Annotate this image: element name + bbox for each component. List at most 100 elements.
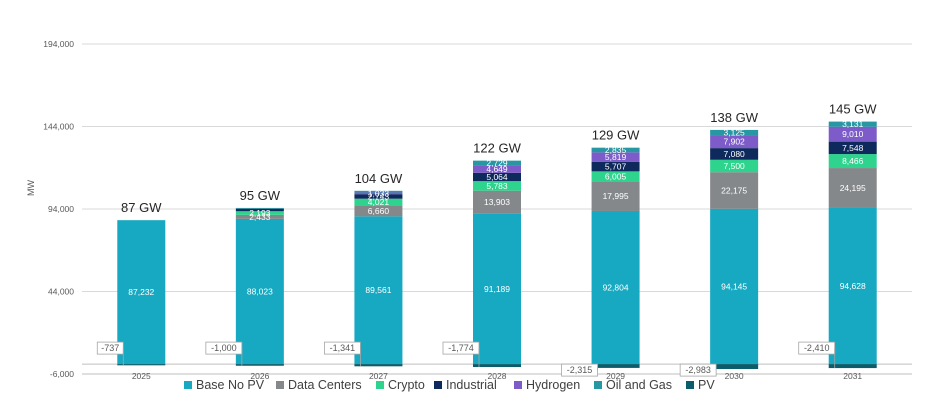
bar-segment-data-centers bbox=[828, 168, 877, 208]
segment-label: 2,193 bbox=[249, 208, 271, 218]
bar-segment-hydrogen bbox=[354, 192, 403, 195]
total-label: 95 GW bbox=[240, 188, 281, 203]
bar-segment-data-centers bbox=[591, 181, 640, 211]
segment-label: 1,033 bbox=[368, 188, 390, 198]
y-tick-label: -6,000 bbox=[50, 369, 74, 379]
legend-swatch bbox=[376, 381, 384, 389]
bar-segment-oil-and-gas bbox=[354, 190, 403, 193]
segment-label: 87,232 bbox=[128, 287, 154, 297]
segment-label: 5,064 bbox=[486, 172, 508, 182]
bars bbox=[117, 121, 877, 370]
y-tick-label: 194,000 bbox=[43, 39, 74, 49]
bar-segment-base-no-pv bbox=[591, 210, 640, 365]
segment-label: 7,902 bbox=[724, 137, 746, 147]
x-tick-label: 2030 bbox=[725, 371, 744, 381]
segment-label: 5,783 bbox=[486, 181, 508, 191]
bar-segment-hydrogen bbox=[710, 135, 759, 149]
bar-segment-hydrogen bbox=[473, 165, 521, 173]
pv-label: -1,774 bbox=[448, 343, 474, 353]
bar-segment-base-no-pv bbox=[354, 216, 403, 365]
segment-label: 88,023 bbox=[247, 286, 273, 296]
pv-label: -2,410 bbox=[804, 343, 830, 353]
total-label: 129 GW bbox=[592, 128, 640, 143]
bar-segment-pv bbox=[354, 364, 403, 367]
total-label: 122 GW bbox=[473, 141, 521, 156]
x-tick-label: 2028 bbox=[488, 371, 507, 381]
pv-label: -1,000 bbox=[211, 343, 237, 353]
segment-label: 94,145 bbox=[721, 281, 747, 291]
segment-label: 92,804 bbox=[603, 283, 629, 293]
legend-swatch bbox=[686, 381, 694, 389]
bar-segment-oil-and-gas bbox=[828, 121, 877, 127]
legend-swatch bbox=[594, 381, 602, 389]
segment-label: 13,903 bbox=[484, 197, 510, 207]
x-tick-label: 2026 bbox=[250, 371, 269, 381]
segment-label: 2,835 bbox=[605, 145, 627, 155]
legend-label: Crypto bbox=[388, 378, 425, 392]
segment-label: 6,660 bbox=[368, 206, 390, 216]
legend-swatch bbox=[514, 381, 522, 389]
bar-segment-base-no-pv bbox=[117, 220, 166, 365]
y-tick-label: 44,000 bbox=[48, 287, 74, 297]
legend-label: Base No PV bbox=[196, 378, 265, 392]
legend-swatch bbox=[184, 381, 192, 389]
bar-segment-crypto bbox=[828, 154, 877, 169]
segment-label: 3,131 bbox=[842, 119, 864, 129]
legend-label: Data Centers bbox=[288, 378, 362, 392]
bar-segment-pv bbox=[828, 364, 877, 369]
bar-segment-industrial bbox=[473, 172, 521, 182]
y-tick-label: 94,000 bbox=[48, 204, 74, 214]
bar-segment-pv bbox=[710, 364, 759, 370]
segment-label: 5,707 bbox=[605, 162, 627, 172]
pv-label: -737 bbox=[101, 343, 119, 353]
bar-segment-oil-and-gas bbox=[235, 207, 284, 209]
segment-label: 2,729 bbox=[486, 158, 508, 168]
bar-segment-pv bbox=[235, 364, 284, 366]
bar-segment-hydrogen bbox=[591, 152, 640, 162]
pv-label: -2,315 bbox=[567, 365, 593, 375]
total-label: 138 GW bbox=[710, 110, 758, 125]
bar-segment-base-no-pv bbox=[710, 208, 759, 365]
bar-segment-oil-and-gas bbox=[591, 147, 640, 153]
pv-label: -2,983 bbox=[685, 365, 711, 375]
bar-segment-industrial bbox=[235, 208, 284, 212]
legend-swatch bbox=[276, 381, 284, 389]
segment-label: 3,125 bbox=[724, 127, 746, 137]
y-axis-ticks: -6,000 44,000 94,000 144,000 194,000 bbox=[43, 39, 74, 379]
segment-label: 6,005 bbox=[605, 171, 627, 181]
bar-segment-pv bbox=[117, 364, 166, 366]
bar-segment-crypto bbox=[591, 171, 640, 182]
segment-label: 7,080 bbox=[724, 149, 746, 159]
segment-label: 89,561 bbox=[365, 285, 391, 295]
bar-segment-oil-and-gas bbox=[710, 129, 759, 136]
bar-segment-crypto bbox=[235, 211, 284, 215]
bar-segment-crypto bbox=[354, 198, 403, 206]
segment-label: 24,195 bbox=[840, 183, 866, 193]
bar-segment-oil-and-gas bbox=[473, 160, 521, 166]
y-axis-label: MW bbox=[26, 180, 36, 196]
segment-label: 4,649 bbox=[486, 164, 508, 174]
total-label: 145 GW bbox=[829, 102, 877, 117]
legend-label: Hydrogen bbox=[526, 378, 580, 392]
bar-segment-base-no-pv bbox=[828, 207, 877, 365]
segment-label: 2,743 bbox=[368, 191, 390, 201]
pv-label: -1,341 bbox=[330, 343, 356, 353]
x-tick-label: 2031 bbox=[843, 371, 862, 381]
bar-segment-data-centers bbox=[710, 172, 759, 209]
bar-segment-hydrogen bbox=[828, 126, 877, 142]
x-tick-label: 2025 bbox=[132, 371, 151, 381]
segment-label: 91,189 bbox=[484, 284, 510, 294]
segment-label: 4,021 bbox=[368, 197, 390, 207]
bar-segment-crypto bbox=[710, 159, 759, 173]
bar-segment-industrial bbox=[354, 194, 403, 199]
segment-label: 17,995 bbox=[603, 191, 629, 201]
segment-label: 94,628 bbox=[840, 281, 866, 291]
legend-label: Industrial bbox=[446, 378, 497, 392]
bar-segment-data-centers bbox=[235, 214, 284, 219]
bar-segment-crypto bbox=[473, 181, 521, 191]
legend-label: Oil and Gas bbox=[606, 378, 672, 392]
bar-segment-data-centers bbox=[354, 205, 403, 217]
segment-label: 8,466 bbox=[842, 156, 864, 166]
